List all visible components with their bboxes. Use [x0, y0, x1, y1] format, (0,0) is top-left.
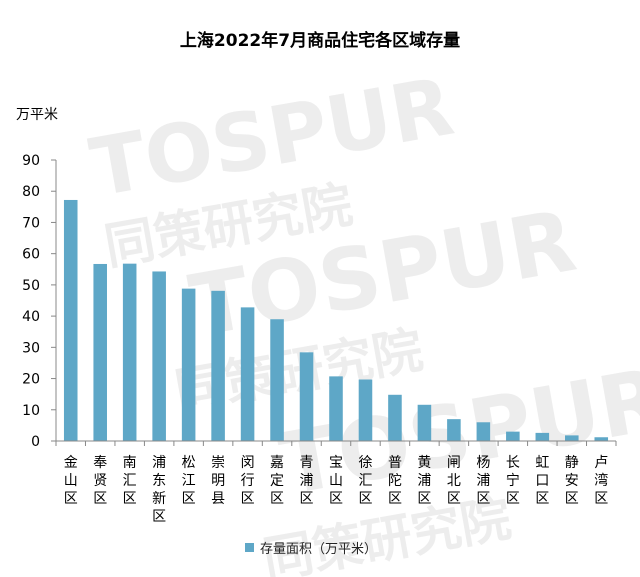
bar [594, 437, 609, 441]
bar [211, 290, 225, 441]
bar [447, 419, 461, 441]
bar [270, 319, 284, 441]
y-tick-label: 60 [22, 247, 40, 263]
x-tick-label: 闸北区 [447, 455, 461, 507]
x-tick-label: 卢湾区 [594, 455, 608, 507]
x-tick-label: 虹口区 [535, 455, 549, 507]
y-axis-label: 万平米 [16, 107, 58, 123]
bar [417, 404, 432, 441]
bar [181, 288, 196, 441]
bar [152, 271, 166, 441]
x-tick-label: 浦东新区 [152, 455, 166, 525]
bar [565, 435, 579, 441]
x-tick-label: 嘉定区 [270, 455, 284, 507]
y-tick-label: 90 [22, 153, 40, 169]
x-axis-ticks: 金山区 奉贤区 南汇区 浦东新区 松江区 崇明县 闵行区 嘉定区 青浦区 宝山区 徐汇区 普陀区 黄浦区… [55, 441, 617, 525]
x-tick-label: 静安区 [565, 455, 579, 507]
x-tick-label: 杨浦区 [476, 455, 490, 507]
x-tick-label: 闵行区 [241, 455, 255, 507]
axes [55, 160, 616, 442]
legend-swatch [245, 543, 254, 552]
x-tick-label: 青浦区 [300, 455, 314, 507]
y-tick-label: 30 [22, 340, 40, 356]
x-tick-label: 黄浦区 [417, 454, 431, 507]
y-tick-label: 50 [22, 278, 40, 294]
bar [240, 307, 255, 441]
x-tick-label: 宝山区 [329, 455, 343, 507]
bar [63, 199, 78, 441]
x-tick-label: 长宁区 [506, 455, 520, 507]
x-tick-label: 奉贤区 [93, 455, 107, 507]
bar [329, 376, 343, 441]
bar [476, 422, 491, 441]
legend-label: 存量面积（万平米） [260, 542, 378, 557]
bar [535, 432, 550, 441]
bar [358, 379, 373, 441]
x-tick-label: 松江区 [182, 455, 196, 507]
x-tick-label: 南汇区 [123, 455, 137, 507]
chart-title: 上海2022年7月商品住宅各区域存量 [179, 31, 461, 51]
bar [299, 352, 314, 441]
y-tick-label: 0 [31, 434, 40, 450]
x-tick-label: 金山区 [64, 455, 78, 507]
legend: 存量面积（万平米） [245, 538, 377, 557]
x-tick-label: 普陀区 [388, 455, 402, 507]
y-tick-label: 80 [22, 184, 40, 200]
y-tick-label: 10 [22, 403, 40, 419]
x-tick-label: 崇明县 [211, 455, 225, 507]
y-tick-label: 70 [22, 215, 40, 231]
bar [506, 431, 520, 441]
bar [388, 394, 402, 441]
bar [93, 263, 107, 441]
y-tick-label: 40 [22, 309, 40, 325]
y-tick-label: 20 [22, 372, 40, 388]
y-axis-ticks: 0 10 20 30 40 50 60 70 80 90 [22, 153, 56, 450]
bar [122, 263, 137, 441]
bars [63, 199, 609, 441]
x-tick-label: 徐汇区 [358, 455, 372, 507]
